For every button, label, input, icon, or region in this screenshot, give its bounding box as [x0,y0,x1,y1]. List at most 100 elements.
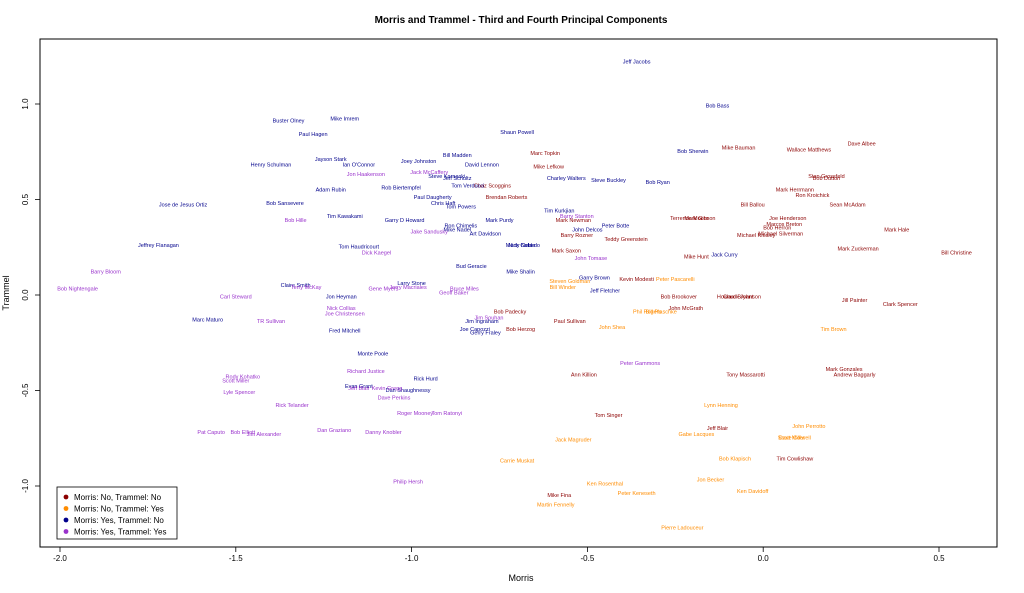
point-label: Peter Keneseth [618,491,656,497]
point-label: Rob Biertempfel [381,185,420,191]
point-label: Wallace Matthews [787,147,832,153]
point-label: Garry D Howard [385,218,425,224]
point-label: Jack Curry [711,252,738,258]
point-label: Paul Hagen [299,132,328,138]
point-label: Marc Topkin [530,151,560,157]
point-label: Chuck Johnson [723,294,761,300]
point-label: Nick Cafardo [508,243,540,249]
point-label: Mark Hale [884,228,909,234]
chart-title: Morris and Trammel - Third and Fourth Pr… [375,15,668,26]
point-label: Bob Padecky [494,310,527,316]
point-label: Tom Verducci [451,184,484,190]
point-label: Scott Miller [778,436,805,442]
point-label: Jeff Schultz [443,176,472,182]
point-label: Jeff Jacobs [623,59,651,65]
point-label: Jack Magruder [555,438,592,444]
point-label: Brendan Roberts [486,195,528,201]
point-label: John Tomase [575,256,608,262]
point-label: John Perrotto [792,424,825,430]
point-label: Clark Spencer [883,302,918,308]
y-tick-label: 0.5 [21,193,30,205]
point-label: Dave Perkins [378,396,411,402]
point-label: Bob Herzog [506,327,535,333]
x-axis: -2.0 -1.5 -1.0 -0.5 0.0 0.5 [53,546,945,563]
point-label: Shaun Powell [500,130,534,136]
point-label: Carl Steward [220,294,252,300]
point-label: Howard Bryant [717,294,754,300]
point-label: Tim Kurkjian [544,208,574,214]
point-label: Terrence Moore [670,216,709,222]
point-label: Jerry Macriales [389,285,427,291]
point-label: Dick Kaegel [362,250,391,256]
point-label: Gene Myers [368,287,398,293]
point-label: Mike Bauman [722,145,756,151]
point-label: Bud Geracie [456,264,487,270]
point-label: Carrie Muskat [500,459,535,465]
point-label: Marcos Breton [766,222,802,228]
y-tick-label: 0.0 [21,289,30,301]
point-label: Chaz Scoggins [474,184,511,190]
point-label: Tim Cowlishaw [776,457,813,463]
point-label: Martin Fennelly [537,503,575,509]
y-axis: -1.0 -0.5 0.0 0.5 1.0 [21,98,41,493]
point-label: Mark Zuckerman [837,247,878,253]
legend-marker [63,529,69,534]
point-label: Jim Souhan [474,315,503,321]
point-label: Tom Ratonyi [431,411,462,417]
point-label: TR Sullivan [257,319,285,325]
point-label: David Lennon [465,163,499,169]
point-label: Henry Schulman [251,163,292,169]
point-labels: Dave Albee Marc Topkin Mike Bauman Wallace … [57,59,972,531]
point-label: Bill Winder [550,285,576,291]
legend-box [56,486,178,540]
point-label: Jill Painter [842,298,868,304]
point-label: Marty Noble [506,243,536,249]
point-label: Bob Nightengale [57,287,98,293]
point-label: Phil Rogers [633,310,662,316]
legend-entry: Morris: Yes, Trammel: Yes [74,528,166,537]
point-label: Scott Miller [222,378,249,384]
point-label: Steven Goldman [549,279,590,285]
point-label: Bruce Miles [450,287,479,293]
legend-entry: Morris: No, Trammel: No [74,493,162,502]
point-label: Dan Shaughnessy [386,388,431,394]
point-label: Kevin Gregg [372,386,403,392]
point-label: Jeff Fletcher [590,289,620,295]
point-label: Michael Silverman [758,231,803,237]
point-label: Dave Albee [848,142,876,148]
legend-marker [63,517,69,523]
point-label: Buster Olney [273,119,305,125]
x-tick-label: -1.0 [405,554,419,563]
point-label: Richard Justice [347,369,385,375]
point-label: Roger Mooney [397,411,433,417]
point-label: Adam Rubin [316,187,346,193]
point-label: Evan Grant [345,384,373,390]
point-label: Tom Powers [446,205,477,211]
point-label: Mark Saxon [552,249,581,255]
point-label: Danny Knobler [365,430,402,436]
y-axis-label: Trammel [1,275,11,310]
point-label: Mike Nadel [444,228,472,234]
point-label: Bob Elliott [230,430,255,436]
point-label: Rick Hurd [414,376,438,382]
point-label: Ken Davidoff [737,489,769,495]
point-label: Jim Alexander [247,432,282,438]
x-tick-label: -0.5 [581,554,595,563]
point-label: Mike Hunt [684,254,709,260]
point-label: Barry Stanton [560,214,594,220]
point-label: Tim Kawakami [327,214,363,220]
x-tick-label: 0.0 [758,554,770,563]
point-label: Teddy Greenstein [605,237,648,243]
point-label: Bob Brookover [661,294,698,300]
point-label: Tony Massarotti [726,373,765,379]
point-label: John Delcos [572,228,603,234]
point-label: Fred Mitchell [329,329,360,335]
point-label: Jon Heyman [326,294,357,300]
point-label: Peter Botte [602,224,630,230]
point-label: Jon Haakenson [347,172,385,178]
point-label: Bill Plaschke [646,310,677,316]
point-label: Sean McAdam [830,203,866,209]
point-label: Gabe Lacques [679,432,715,438]
point-label: Jeff Blair [707,426,728,432]
point-label: Ron Chimelis [444,224,477,230]
